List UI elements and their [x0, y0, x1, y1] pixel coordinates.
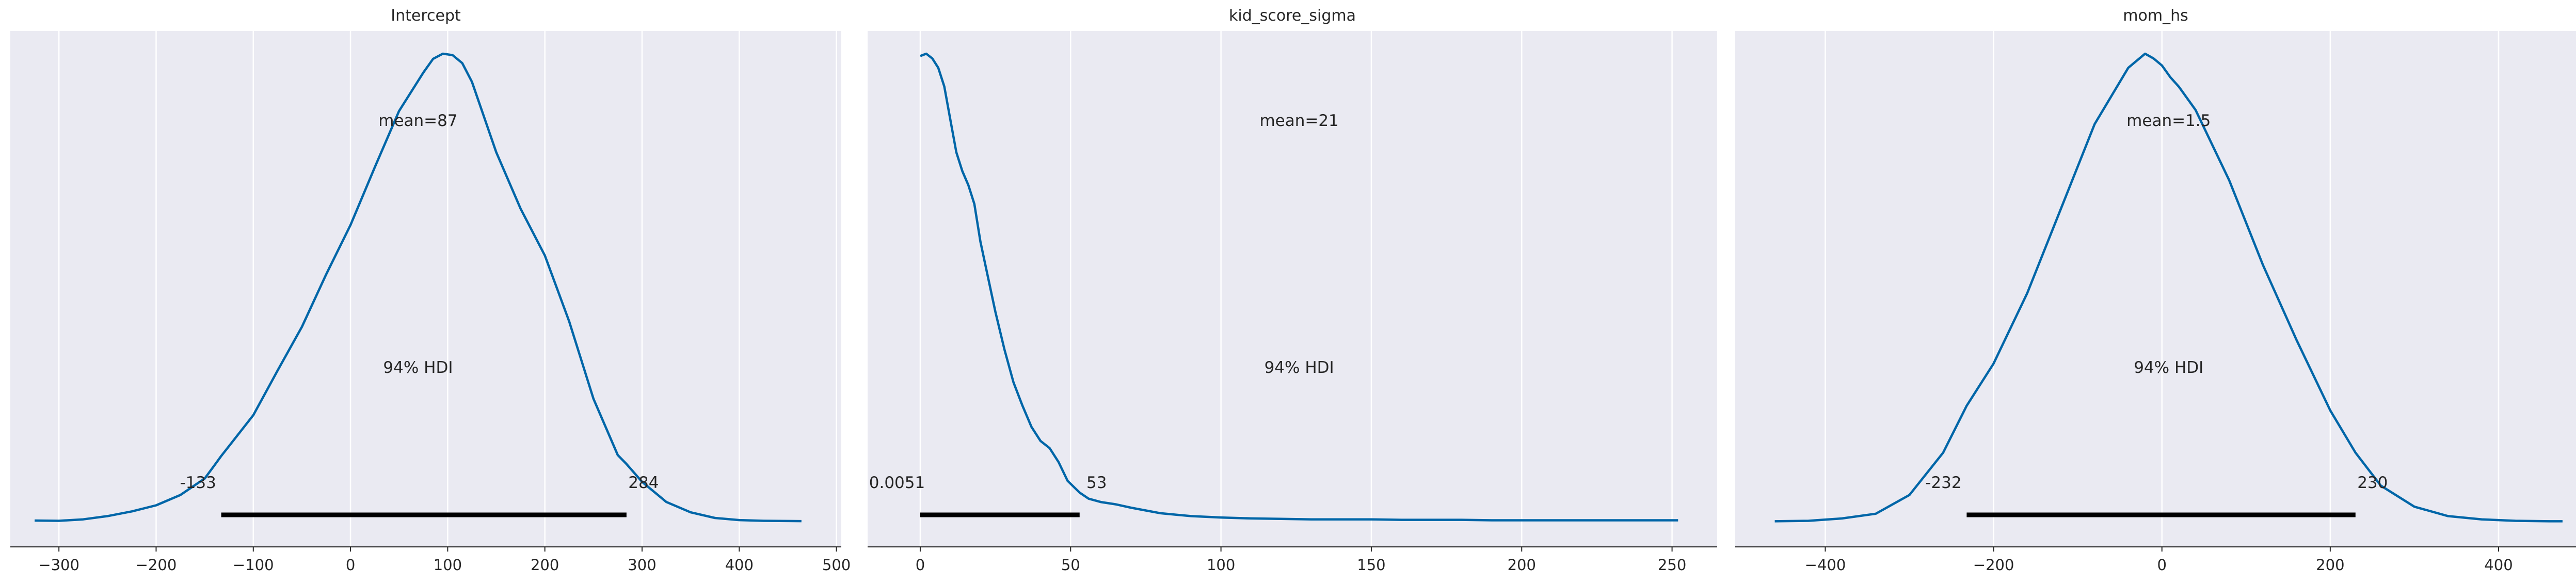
tick-label: 400: [725, 556, 754, 574]
tick-label: 400: [2484, 556, 2513, 574]
tick-label: −200: [136, 556, 177, 574]
tick-label: 0: [2157, 556, 2167, 574]
density-curve: [1774, 52, 2563, 523]
tick-label: 250: [1658, 556, 1686, 574]
tick-label: 500: [822, 556, 851, 574]
tick-label: 100: [1207, 556, 1235, 574]
tick-label: 300: [628, 556, 656, 574]
tick-label: −400: [1805, 556, 1846, 574]
tick-label: 50: [1061, 556, 1080, 574]
panel-background: [10, 31, 841, 547]
panel-title: mom_hs: [2123, 7, 2188, 25]
panel-1: 0 50 100 150 200 250 kid_score_sigma mean=21 94%…: [868, 7, 1717, 574]
tick-label: 100: [434, 556, 462, 574]
panel-title: kid_score_sigma: [1229, 7, 1356, 25]
panel-background: [1735, 31, 2576, 547]
density-curve: [920, 52, 1678, 522]
hdi-upper-label: 230: [2357, 474, 2388, 492]
density-curve: [35, 52, 802, 523]
tick-label: 0: [346, 556, 355, 574]
tick-label: −100: [233, 556, 274, 574]
hdi-lower-label: -232: [1925, 474, 1961, 492]
mean-label: mean=1.5: [2126, 112, 2211, 130]
tick-label: 200: [531, 556, 559, 574]
hdi-lower-label: 0.0051: [869, 474, 925, 492]
panel-0: −300 −200 −100 0 100 200 300 400 500 Intercept mea…: [10, 7, 851, 574]
mean-label: mean=21: [1259, 112, 1338, 130]
panel-2: −400 −200 0 200 400 mom_hs mean=1.5 94% HDI -232…: [1735, 7, 2576, 574]
tick-label: 200: [2316, 556, 2344, 574]
tick-label: −300: [38, 556, 79, 574]
hdi-upper-label: 284: [628, 474, 659, 492]
hdi-lower-label: -133: [180, 474, 216, 492]
mean-label: mean=87: [378, 112, 457, 130]
panel-background: [868, 31, 1717, 547]
tick-label: 200: [1508, 556, 1536, 574]
hdi-label: 94% HDI: [2134, 358, 2203, 377]
hdi-label: 94% HDI: [383, 358, 453, 377]
tick-label: 150: [1357, 556, 1385, 574]
tick-label: −200: [1973, 556, 2014, 574]
tick-label: 0: [916, 556, 925, 574]
hdi-upper-label: 53: [1086, 474, 1107, 492]
hdi-label: 94% HDI: [1265, 358, 1334, 377]
panel-title: Intercept: [391, 7, 461, 25]
